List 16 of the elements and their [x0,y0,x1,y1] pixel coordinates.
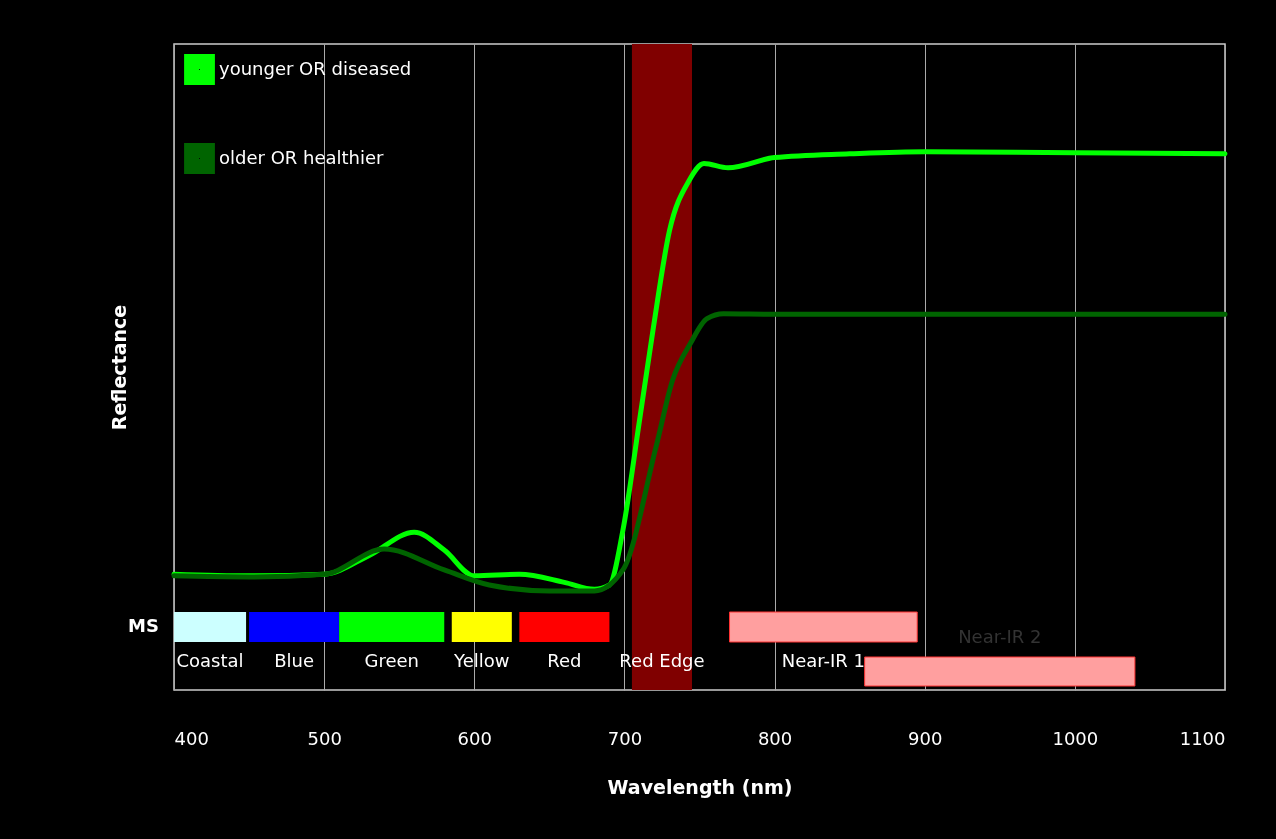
x-tick-label: 1100 [1179,727,1226,749]
y-axis-title: Reflectance [107,304,130,431]
x-tick-label: 800 [757,727,793,749]
x-axis-title: Wavelength (nm) [607,775,793,798]
x-tick-label: 400 [174,727,209,749]
x-tick-label: 700 [607,727,643,749]
x-tick-label: 500 [307,727,342,749]
band-label: Near-IR 1 [781,650,866,671]
band-label: Coastal [176,650,244,671]
band-label: Red [547,650,582,671]
band-label: Blue [274,650,315,671]
x-tick-label: 600 [457,727,492,749]
band-label: Green [364,650,419,671]
x-tick-label: 900 [908,727,943,749]
x-tick-label: 1000 [1052,727,1099,749]
text: MS [128,615,159,636]
